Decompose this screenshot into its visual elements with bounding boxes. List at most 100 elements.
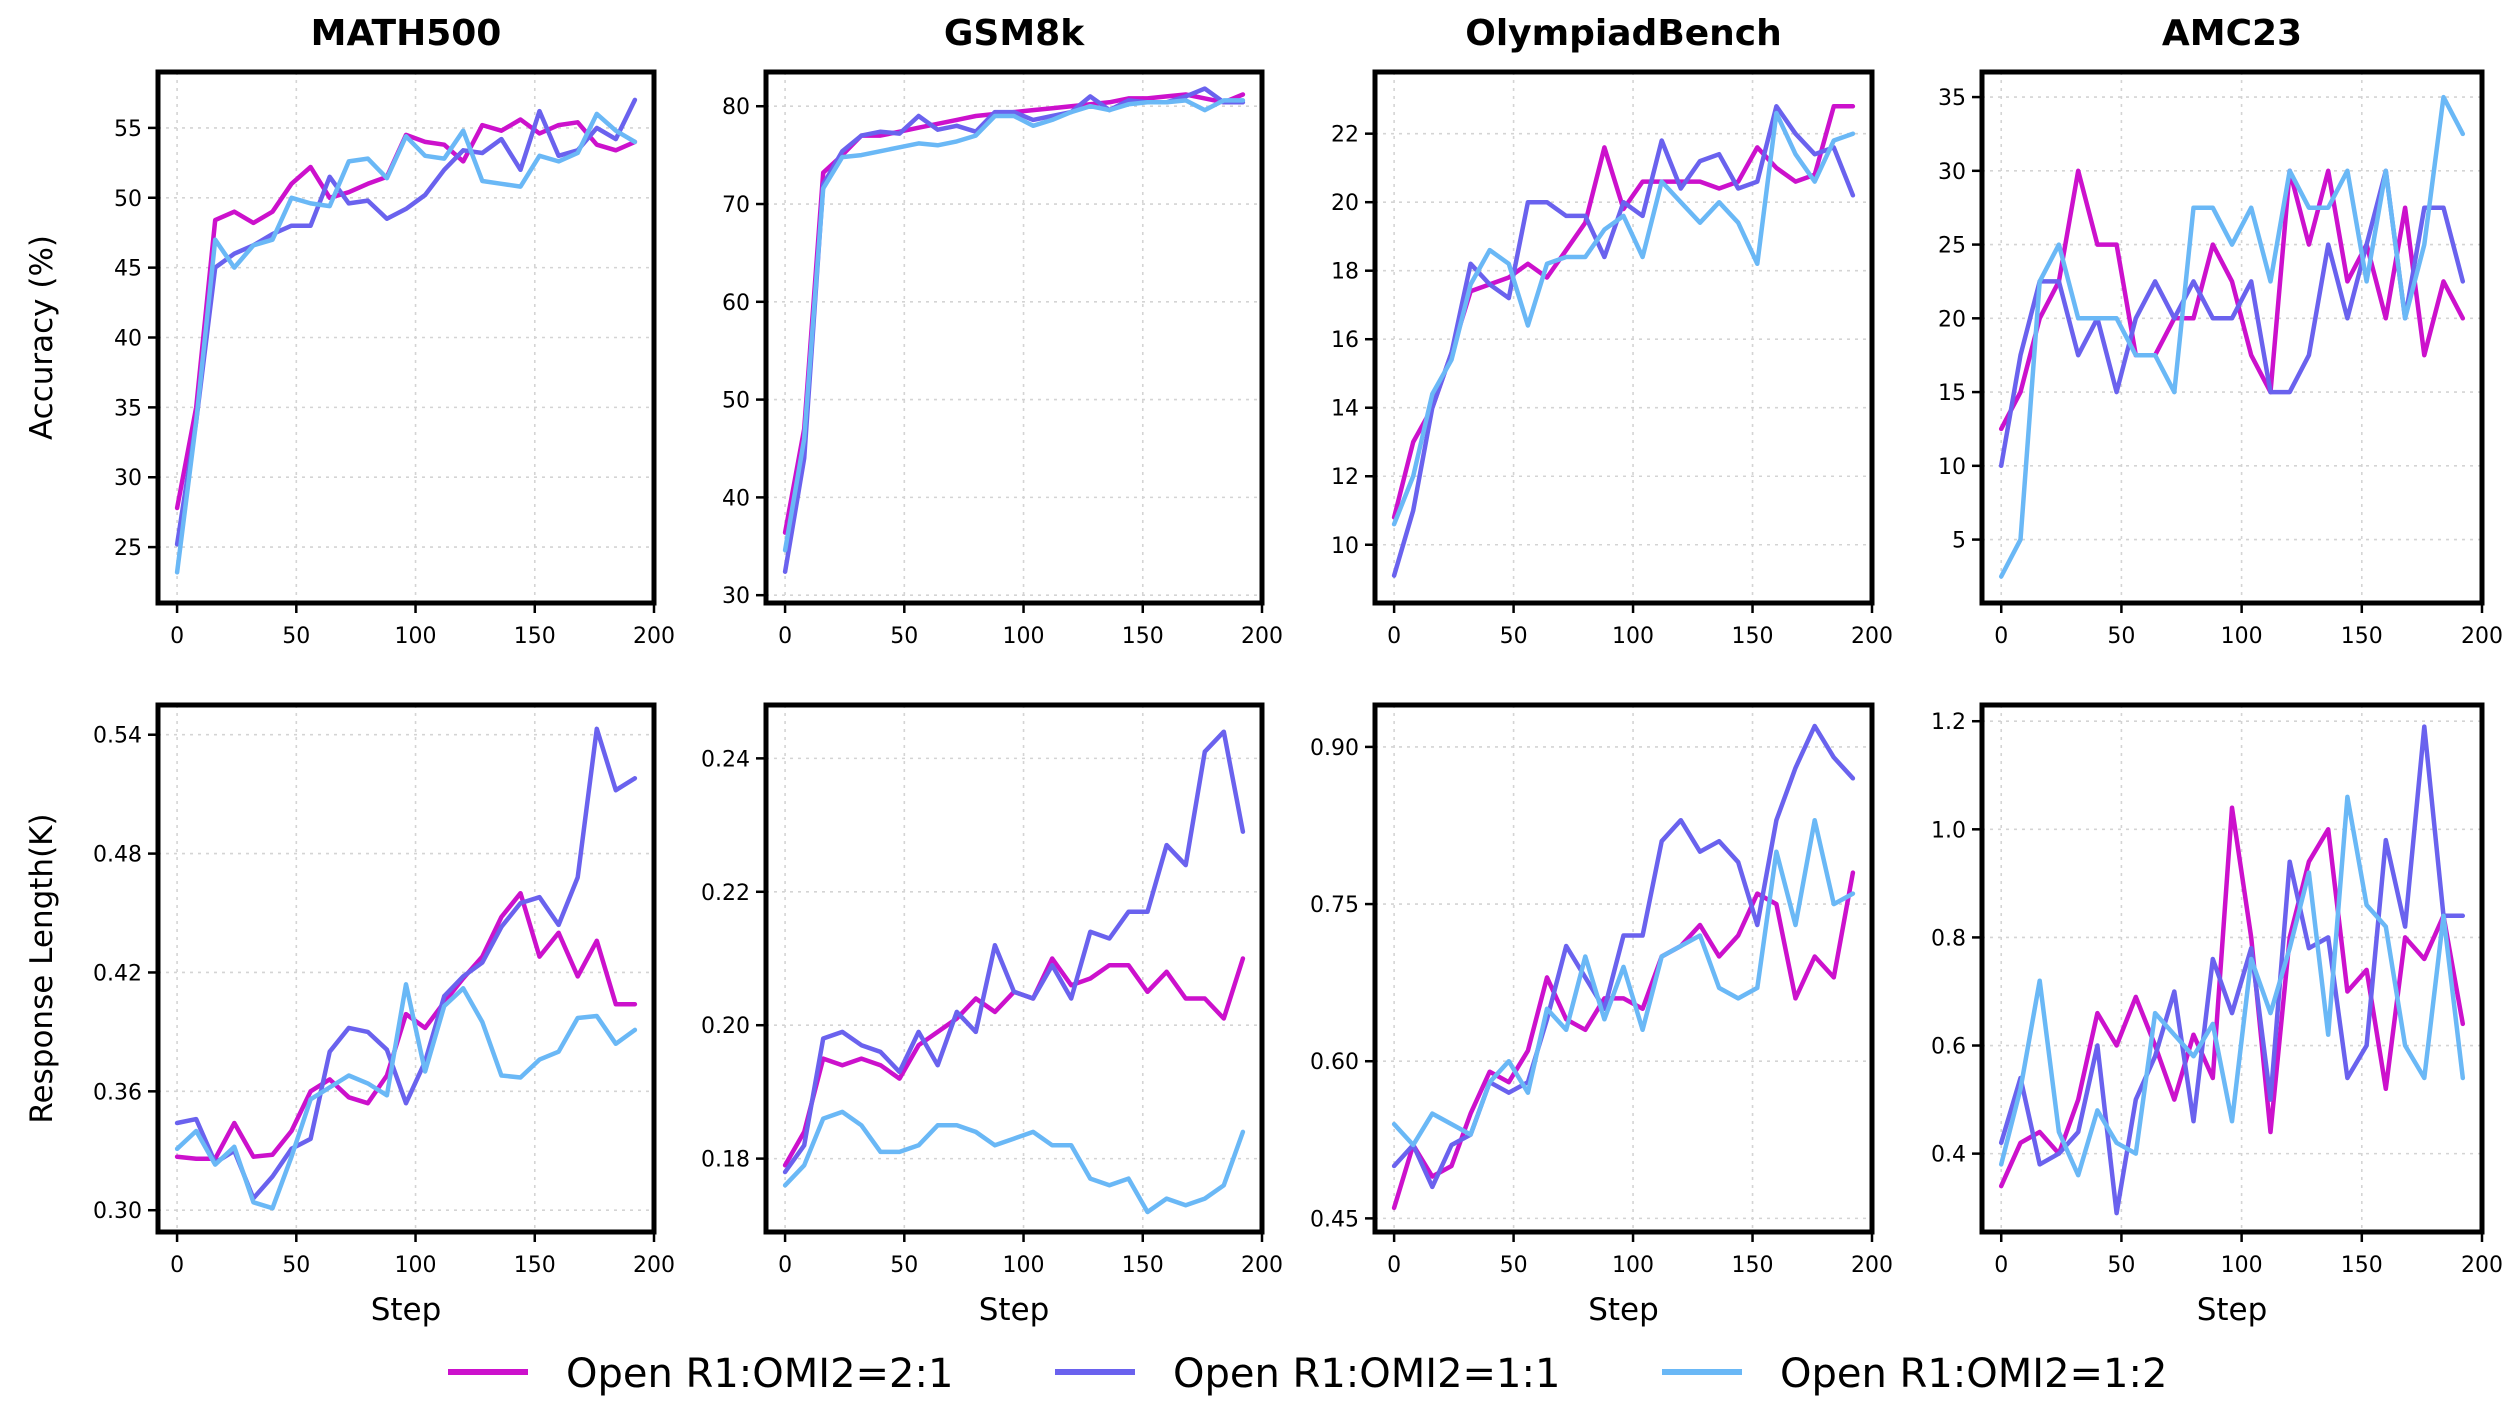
series-line-r21 [782, 92, 1246, 535]
y-tick-label: 40 [114, 327, 142, 352]
y-axis-label: Response Length(K) [24, 813, 60, 1123]
y-tick-label: 0.48 [93, 843, 142, 868]
y-tick-label: 15 [1938, 381, 1966, 406]
x-tick-label: 50 [890, 1253, 918, 1278]
y-axis-label: Accuracy (%) [24, 235, 60, 440]
y-tick-label: 0.75 [1310, 893, 1359, 918]
y-tick-label: 0.20 [701, 1014, 750, 1039]
legend: Open R1:OMI2=2:1 Open R1:OMI2=1:1 Open R1:… [448, 1351, 2167, 1397]
y-tick-label: 20 [1938, 307, 1966, 332]
y-tick-label: 22 [1331, 123, 1359, 148]
y-tick-label: 30 [1938, 160, 1966, 185]
series-line-r11 [1998, 724, 2466, 1216]
x-tick-label: 150 [1732, 1253, 1774, 1278]
x-tick-label: 100 [1003, 1253, 1045, 1278]
series-line-r11 [782, 86, 1246, 574]
x-tick-label: 0 [1994, 1253, 2008, 1278]
x-tick-label: 0 [778, 624, 792, 649]
panel-title: GSM8k [944, 13, 1085, 54]
panel-acc-amc23: 0 50 100 150 200 5 10 15 20 25 30 35 AMC23 [1938, 13, 2503, 649]
y-tick-label: 14 [1331, 397, 1359, 422]
x-tick-label: 100 [2221, 624, 2263, 649]
x-tick-label: 100 [395, 1253, 437, 1278]
x-tick-label: 0 [1387, 624, 1401, 649]
y-tick-label: 25 [114, 536, 142, 561]
legend-label-r21: Open R1:OMI2=2:1 [566, 1351, 953, 1397]
y-tick-label: 50 [114, 187, 142, 212]
x-tick-label: 0 [1387, 1253, 1401, 1278]
x-tick-label: 50 [1500, 624, 1528, 649]
x-tick-label: 100 [1003, 624, 1045, 649]
y-tick-label: 55 [114, 117, 142, 142]
x-axis-label: Step [1588, 1292, 1659, 1328]
y-tick-label: 10 [1938, 455, 1966, 480]
series-line-r12 [1998, 794, 2466, 1178]
axes-frame [155, 702, 657, 1235]
panel-title: MATH500 [311, 13, 502, 54]
x-tick-label: 50 [282, 624, 310, 649]
x-tick-label: 200 [633, 1253, 675, 1278]
y-tick-label: 35 [1938, 86, 1966, 111]
x-tick-label: 100 [1612, 624, 1654, 649]
x-tick-label: 150 [2341, 624, 2383, 649]
x-axis-label: Step [371, 1292, 442, 1328]
x-tick-label: 50 [2107, 1253, 2135, 1278]
x-tick-label: 0 [170, 1253, 184, 1278]
x-tick-label: 150 [1122, 1253, 1164, 1278]
x-tick-label: 150 [514, 1253, 556, 1278]
legend-label-r12: Open R1:OMI2=1:2 [1780, 1351, 2167, 1397]
series-line-r12 [174, 982, 638, 1211]
x-tick-label: 150 [2341, 1253, 2383, 1278]
y-tick-label: 0.24 [701, 747, 750, 772]
x-tick-label: 100 [1612, 1253, 1654, 1278]
axes-frame [763, 702, 1265, 1235]
x-tick-label: 200 [1851, 1253, 1893, 1278]
x-tick-label: 50 [2107, 624, 2135, 649]
series-line-r21 [1391, 870, 1856, 1211]
y-tick-label: 0.4 [1931, 1143, 1966, 1168]
panel-len-math500: 0 50 100 150 200 0.30 0.36 0.42 0.48 0.54 Step Resp… [24, 702, 675, 1328]
panel-acc-math500: 0 50 100 150 200 25 30 35 40 45 50 55 MATH500 Accurac… [24, 13, 675, 649]
series-line-r12 [782, 1109, 1246, 1215]
y-tick-label: 0.54 [93, 724, 142, 749]
series-line-r11 [1391, 104, 1856, 578]
panel-title: OlympiadBench [1465, 13, 1782, 54]
y-tick-label: 25 [1938, 234, 1966, 259]
series-line-r12 [1998, 94, 2466, 579]
axes-frame [1979, 702, 2485, 1235]
panel-acc-gsm8k: 0 50 100 150 200 30 40 50 60 70 80 GSM8k [722, 13, 1283, 649]
x-tick-label: 200 [2461, 1253, 2503, 1278]
series-line-r11 [782, 729, 1246, 1175]
x-axis-label: Step [2197, 1292, 2268, 1328]
x-tick-label: 0 [778, 1253, 792, 1278]
y-tick-label: 70 [722, 193, 750, 218]
x-tick-label: 150 [514, 624, 556, 649]
x-tick-label: 50 [890, 624, 918, 649]
y-tick-label: 60 [722, 291, 750, 316]
x-tick-label: 0 [1994, 624, 2008, 649]
series-line-r11 [174, 726, 638, 1201]
y-tick-label: 0.60 [1310, 1050, 1359, 1075]
y-tick-label: 45 [114, 257, 142, 282]
x-tick-label: 50 [1500, 1253, 1528, 1278]
y-tick-label: 0.22 [701, 881, 750, 906]
y-tick-label: 12 [1331, 465, 1359, 490]
y-tick-label: 80 [722, 95, 750, 120]
x-tick-label: 50 [282, 1253, 310, 1278]
y-tick-label: 0.18 [701, 1148, 750, 1173]
series-line-r12 [1391, 817, 1856, 1148]
y-tick-label: 0.90 [1310, 736, 1359, 761]
y-tick-label: 35 [114, 396, 142, 421]
x-tick-label: 200 [2461, 624, 2503, 649]
axes-frame [1372, 69, 1875, 606]
x-tick-label: 150 [1122, 624, 1164, 649]
series-line-r21 [1998, 805, 2466, 1189]
y-tick-label: 50 [722, 389, 750, 414]
y-tick-label: 20 [1331, 191, 1359, 216]
x-axis-label: Step [979, 1292, 1050, 1328]
x-tick-label: 200 [1851, 624, 1893, 649]
series-line-r12 [1391, 110, 1856, 527]
axes-frame [1372, 702, 1875, 1235]
y-tick-label: 0.30 [93, 1199, 142, 1224]
x-tick-label: 200 [1241, 624, 1283, 649]
